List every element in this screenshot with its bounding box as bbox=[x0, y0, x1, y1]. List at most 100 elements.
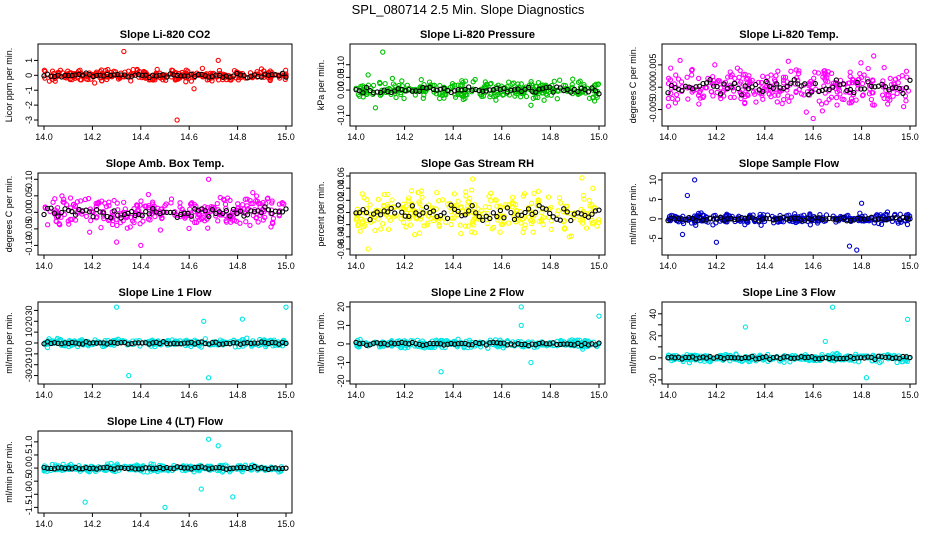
data-point bbox=[752, 91, 758, 97]
data-point bbox=[401, 95, 407, 102]
data-point bbox=[728, 74, 734, 80]
outlier-point bbox=[380, 49, 386, 55]
data-point bbox=[509, 81, 515, 87]
reference-point bbox=[65, 72, 72, 79]
reference-point bbox=[248, 340, 254, 347]
data-point bbox=[447, 84, 454, 91]
panel-title: Slope Line 3 Flow bbox=[743, 287, 836, 299]
data-point bbox=[419, 194, 425, 200]
reference-point bbox=[739, 92, 745, 98]
reference-point bbox=[125, 341, 131, 347]
reference-point bbox=[125, 74, 131, 80]
reference-point bbox=[202, 208, 208, 214]
data-point bbox=[462, 223, 469, 229]
data-point bbox=[904, 74, 910, 80]
reference-point bbox=[111, 339, 117, 346]
x-tick-label: 14.2 bbox=[396, 390, 414, 400]
reference-point bbox=[858, 355, 864, 361]
data-point bbox=[482, 204, 489, 210]
y-tick-label: 0.02 bbox=[336, 192, 346, 210]
reference-point bbox=[536, 340, 542, 347]
data-point bbox=[401, 205, 407, 211]
reference-point bbox=[164, 340, 170, 347]
reference-point bbox=[665, 90, 671, 96]
reference-point bbox=[483, 342, 489, 348]
y-tick-label: -0.10 bbox=[336, 105, 346, 126]
data-point bbox=[236, 74, 242, 81]
reference-point bbox=[791, 215, 797, 221]
reference-point bbox=[160, 209, 166, 215]
outlier-point bbox=[596, 313, 602, 319]
data-point bbox=[92, 80, 98, 86]
data-point bbox=[900, 103, 907, 110]
data-point bbox=[493, 343, 500, 349]
x-tick-label: 14.6 bbox=[180, 519, 198, 529]
data-point bbox=[678, 79, 685, 85]
reference-point bbox=[900, 214, 906, 221]
reference-point bbox=[770, 354, 776, 361]
x-tick-label: 14.8 bbox=[542, 390, 560, 400]
reference-point bbox=[62, 72, 68, 79]
reference-point bbox=[868, 83, 875, 90]
reference-point bbox=[536, 202, 542, 209]
data-point bbox=[478, 208, 485, 214]
x-tick-label: 14.8 bbox=[229, 132, 247, 142]
data-point bbox=[267, 77, 273, 83]
y-tick-label: -0.5 bbox=[24, 473, 34, 489]
reference-point bbox=[886, 216, 892, 222]
data-point bbox=[253, 198, 259, 204]
panel-10: Slope Line 4 (LT) Flow 14.0 14.2 14.4 14.6 14… bbox=[4, 416, 295, 529]
data-point bbox=[695, 92, 702, 99]
x-tick-label: 15.0 bbox=[590, 132, 608, 142]
data-point bbox=[82, 196, 89, 203]
data-point bbox=[520, 229, 526, 235]
y-tick-label: 0 bbox=[648, 216, 658, 221]
data-point bbox=[188, 78, 195, 84]
x-tick-label: 14.4 bbox=[756, 261, 774, 271]
reference-point bbox=[423, 204, 430, 210]
reference-point bbox=[823, 216, 829, 222]
y-tick-label: 0.06 bbox=[336, 167, 346, 185]
reference-point bbox=[497, 340, 504, 346]
reference-point bbox=[100, 465, 107, 471]
data-point bbox=[822, 70, 829, 76]
data-point bbox=[52, 207, 58, 213]
reference-point bbox=[791, 77, 797, 83]
data-point bbox=[848, 100, 854, 106]
outlier-point bbox=[138, 242, 144, 249]
data-point bbox=[488, 198, 494, 204]
x-tick-label: 14.4 bbox=[444, 132, 462, 142]
data-point bbox=[85, 195, 92, 202]
data-point bbox=[785, 93, 791, 99]
data-point bbox=[807, 211, 813, 217]
data-points bbox=[353, 304, 602, 375]
data-point bbox=[260, 217, 266, 223]
data-point bbox=[390, 81, 397, 87]
y-tick-label: -10 bbox=[24, 347, 34, 360]
reference-point bbox=[851, 355, 857, 362]
reference-point bbox=[272, 208, 279, 214]
reference-point bbox=[441, 210, 447, 216]
panel-title: Slope Gas Stream RH bbox=[421, 158, 534, 170]
reference-point bbox=[543, 341, 549, 347]
reference-point bbox=[682, 354, 689, 361]
data-point bbox=[569, 81, 575, 88]
data-point bbox=[255, 219, 261, 225]
data-point bbox=[462, 78, 469, 84]
reference-point bbox=[174, 72, 180, 79]
reference-point bbox=[693, 84, 699, 90]
reference-point bbox=[72, 72, 79, 78]
data-point bbox=[372, 227, 378, 234]
data-point bbox=[561, 82, 567, 88]
data-point bbox=[858, 74, 865, 80]
data-point bbox=[260, 199, 266, 206]
reference-point bbox=[564, 209, 570, 215]
reference-point bbox=[58, 465, 65, 471]
outlier-point bbox=[113, 239, 120, 245]
reference-point bbox=[455, 340, 461, 347]
x-tick-label: 15.0 bbox=[901, 261, 919, 271]
data-point bbox=[583, 225, 590, 231]
data-point bbox=[780, 80, 787, 86]
data-point bbox=[470, 79, 476, 85]
x-tick-label: 14.0 bbox=[35, 390, 53, 400]
